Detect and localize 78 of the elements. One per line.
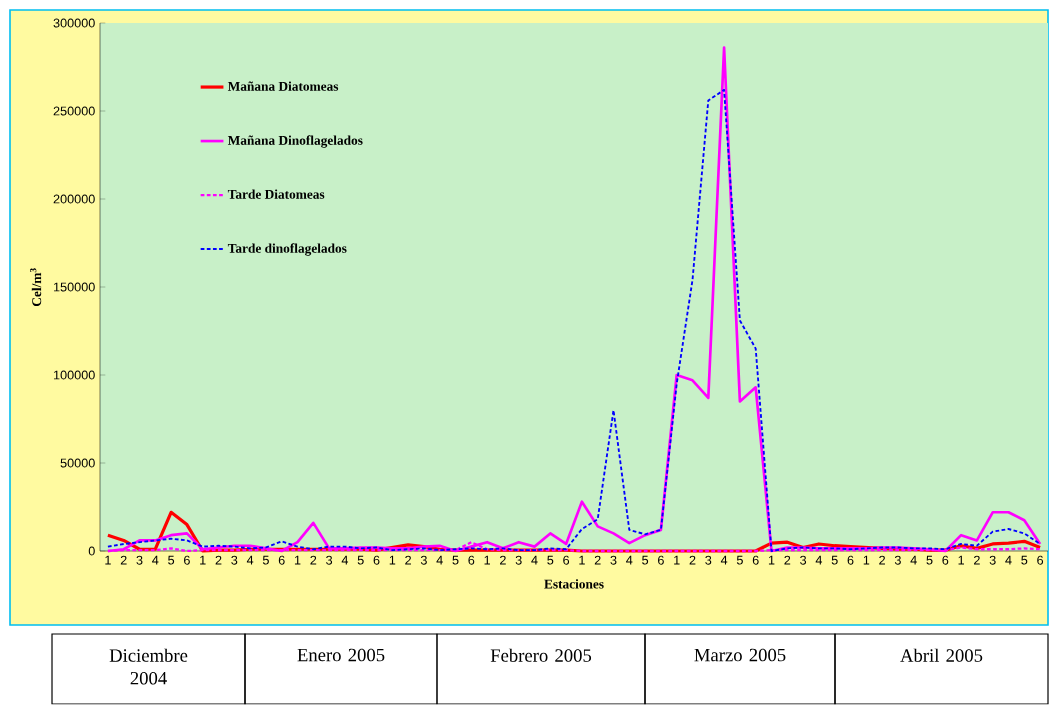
x-tick-label: 3 [515,555,522,565]
y-tick-label: 0 [88,546,95,556]
x-tick-label: 5 [736,555,743,565]
x-tick-label: 4 [720,555,728,565]
text: Abril 2005 [900,648,983,663]
x-tick-label: 5 [262,555,269,565]
x-tick-label: 6 [752,555,759,565]
x-tick-label: 5 [357,555,364,565]
x-tick-label: 2 [974,555,980,565]
y-tick-label: 200000 [53,194,95,204]
text: Febrero 2005 [490,648,592,663]
x-tick-label: 3 [989,555,996,565]
text: Diciembre 2004 [109,648,188,685]
x-tick-label: 6 [278,555,285,565]
x-tick-label: 1 [294,555,301,565]
x-tick-label: 5 [452,555,459,565]
x-tick-label: 1 [674,555,680,565]
x-tick-label: 1 [389,555,396,565]
x-tick-label: 2 [310,555,317,565]
x-tick-label: 6 [468,555,475,565]
x-tick-label: 3 [136,555,143,565]
x-tick-label: 3 [420,555,427,565]
x-tick-label: 5 [547,555,554,565]
legend-label: Mañana Dinoflagelados [227,135,363,148]
x-tick-label: 5 [1021,555,1028,565]
legend-label: Mañana Diatomeas [227,81,339,92]
x-tick-label: 2 [405,555,411,565]
x-tick-label: 6 [658,555,664,565]
x-tick-label: 5 [926,555,933,565]
x-tick-label: 4 [910,555,917,565]
y-axis-title: Cel/m$^{3}$ [30,268,42,307]
x-tick-label: 5 [168,555,175,565]
x-tick-label: 6 [373,555,380,565]
x-tick-label: 4 [815,555,823,565]
x-tick-label: 3 [894,555,901,565]
x-tick-label: 5 [642,555,649,565]
x-tick-label: 4 [152,555,159,565]
x-tick-label: 4 [436,555,443,565]
text: Marzo 2005 [694,648,786,662]
x-tick-label: 3 [231,555,238,565]
x-tick-label: 4 [341,555,349,565]
x-tick-label: 2 [500,555,506,565]
y-tick-label: 250000 [53,106,95,116]
x-tick-label: 2 [215,555,222,565]
x-tick-label: 4 [626,555,633,565]
x-tick-label: 1 [958,555,964,565]
x-axis-title: Estaciones [544,579,604,589]
y-tick-label: 300000 [53,18,95,28]
x-tick-label: 2 [784,555,791,565]
x-tick-label: 6 [184,555,190,565]
x-tick-label: 4 [246,555,254,565]
x-tick-label: 3 [326,555,333,565]
x-tick-label: 3 [610,555,617,565]
x-tick-label: 2 [120,555,127,565]
y-tick-label: 100000 [53,370,95,380]
legend-label: Tarde Diatomeas [227,189,325,199]
y-tick-label: 50000 [60,458,95,468]
x-tick-label: 3 [705,555,712,565]
x-tick-label: 6 [942,555,949,565]
x-tick-label: 2 [689,555,696,565]
x-tick-label: 3 [800,555,807,565]
x-tick-label: 6 [847,555,854,565]
x-tick-label: 1 [768,555,775,565]
x-tick-label: 4 [1005,555,1012,565]
y-tick-label: 150000 [53,282,95,292]
x-tick-label: 2 [594,555,601,565]
x-tick-label: 2 [879,555,885,565]
x-tick-label: 4 [531,555,538,565]
legend-label: Tarde dinoflagelados [227,243,347,256]
x-tick-label: 1 [863,555,870,565]
x-tick-label: 5 [831,555,838,565]
x-tick-label: 6 [563,555,570,565]
text: Enero 2005 [297,648,385,662]
x-tick-label: 6 [1037,555,1044,565]
x-tick-label: 1 [105,555,111,565]
x-tick-label: 1 [200,555,206,565]
x-tick-label: 1 [484,555,490,565]
x-tick-label: 1 [579,555,585,565]
